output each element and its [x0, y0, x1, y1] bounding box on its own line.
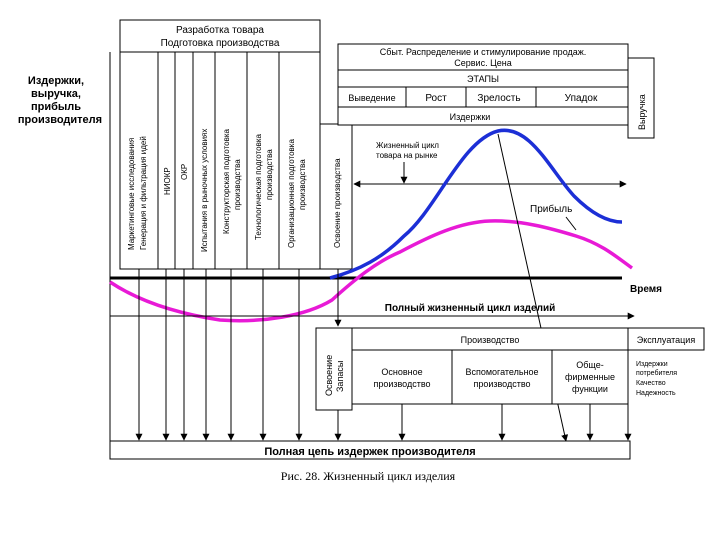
exploitation-item-1: Издержки	[636, 361, 668, 368]
dev-col-design-line-1: Конструкторская подготовка	[222, 128, 231, 234]
left-label-line-3: прибыль	[31, 101, 81, 113]
mastering-line-1: Освоение	[324, 355, 334, 396]
profit-pointer	[565, 216, 577, 231]
left-label-line-2: выручка,	[31, 88, 81, 100]
exploitation-label: Эксплуатация	[637, 335, 696, 345]
lifecycle-note-line-2: товара на рынке	[376, 151, 438, 160]
dev-col-org-line-2: производства	[298, 159, 307, 210]
production-label: Производство	[461, 335, 520, 345]
production-block: Освоение Запасы Производство Эксплуатаци…	[315, 327, 705, 411]
company-functions-line-1: Обще-	[576, 360, 603, 370]
sales-line-1: Сбыт. Распределение и стимулирование про…	[380, 47, 587, 57]
figure-caption: Рис. 28. Жизненный цикл изделия	[281, 469, 456, 483]
dev-column-mastering	[319, 123, 353, 270]
exploitation-item-4: Надежность	[636, 390, 676, 397]
auxiliary-production-box	[451, 349, 553, 405]
mastering-line-2: Запасы	[335, 361, 345, 392]
development-columns: Маркетинговые исследования Генерация и ф…	[119, 51, 353, 270]
company-functions-line-3: функции	[572, 384, 608, 394]
dev-col-org-line-1: Организационная подготовка	[287, 139, 296, 248]
dev-col-marketing-line-1: Маркетинговые исследования	[127, 138, 136, 250]
stages-title: ЭТАПЫ	[467, 74, 499, 84]
cost-flow-arrows	[135, 269, 632, 441]
left-axis-label: Издержки, выручка, прибыль производителя	[18, 75, 102, 126]
company-functions-box	[551, 349, 629, 405]
main-production-line-2: производство	[373, 379, 430, 389]
stage-growth: Рост	[425, 93, 447, 104]
dev-col-niokr: НИОКР	[163, 167, 172, 195]
aux-production-line-2: производство	[473, 379, 530, 389]
main-production-box	[351, 349, 453, 405]
main-production-line-1: Основное	[381, 367, 422, 377]
aux-production-line-1: Вспомогательное	[465, 367, 538, 377]
dev-column-organization-prep	[278, 51, 321, 270]
full-cost-chain-label: Полная цепь издержек производителя	[264, 446, 475, 458]
costs-label: Издержки	[450, 112, 491, 122]
dev-column-design-prep	[214, 51, 248, 270]
dev-col-marketing-line-2: Генерация и фильтрация идей	[139, 136, 148, 250]
exploitation-item-3: Качество	[636, 380, 666, 387]
time-label: Время	[630, 284, 662, 295]
full-cost-chain-box	[109, 440, 631, 460]
dev-column-okr	[174, 51, 194, 270]
dev-column-technology-prep	[246, 51, 280, 270]
revenue-curve	[329, 128, 623, 280]
profit-label: Прибыль	[530, 203, 572, 215]
dev-col-tech-line-2: производства	[265, 149, 274, 200]
development-header-box	[119, 19, 321, 53]
lifecycle-note-line-1: Жизненный цикл	[376, 141, 439, 150]
development-header-line-1: Разработка товара	[176, 24, 264, 36]
mastering-box	[315, 327, 353, 411]
dev-column-marketing	[119, 51, 159, 270]
dev-column-niokr	[157, 51, 176, 270]
full-lifecycle-label: Полный жизненный цикл изделий	[385, 303, 556, 314]
exploitation-header-box	[627, 327, 705, 351]
dev-col-design-line-2: производства	[233, 159, 242, 210]
stage-introduction: Выведение	[348, 93, 395, 103]
exploitation-item-2: потребителя	[636, 369, 677, 377]
dev-col-market-tests: Испытания в рыночных условиях	[200, 129, 209, 252]
dev-col-tech-line-1: Технологическая подготовка	[254, 133, 263, 240]
market-stages-block: Сбыт. Распределение и стимулирование про…	[337, 43, 655, 139]
development-header-line-2: Подготовка производства	[161, 38, 280, 49]
sales-line-2: Сервис. Цена	[454, 58, 511, 68]
revenue-label: Выручка	[637, 94, 647, 130]
profit-curve	[109, 219, 634, 323]
company-functions-line-2: фирменные	[565, 372, 615, 382]
left-label-line-4: производителя	[18, 114, 102, 126]
revenue-box	[627, 57, 655, 139]
stage-maturity: Зрелость	[477, 93, 520, 104]
dev-col-mastering: Освоение производства	[333, 158, 342, 248]
dev-col-okr: ОКР	[180, 164, 189, 180]
stage-decline: Упадок	[565, 93, 598, 104]
left-label-line-1: Издержки,	[28, 75, 84, 87]
